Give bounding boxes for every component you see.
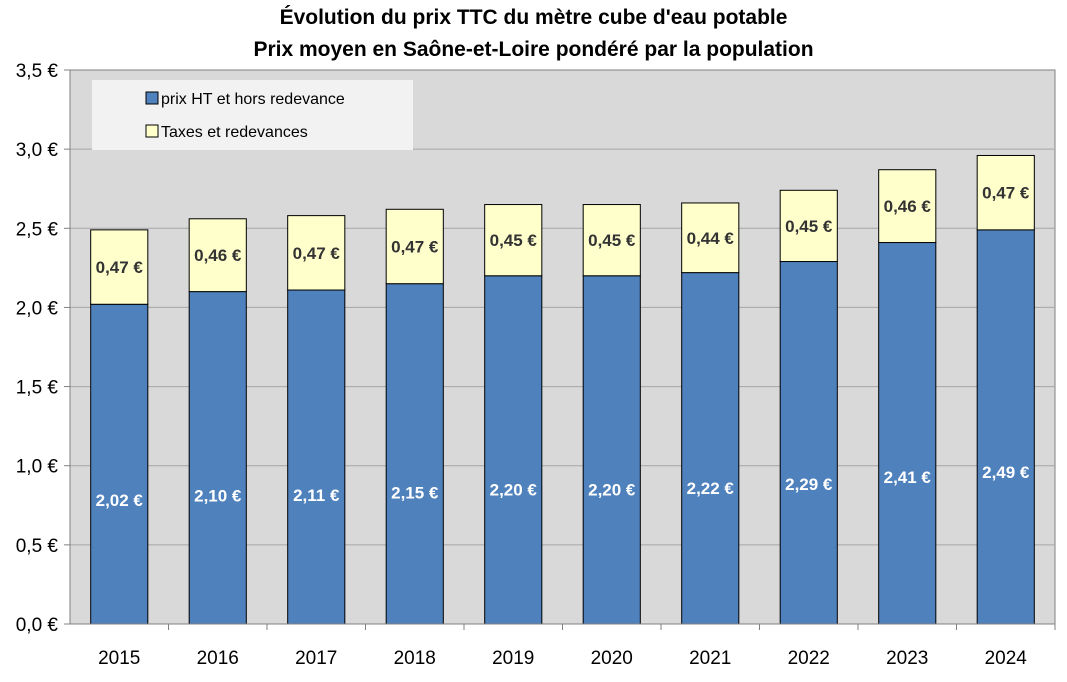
x-tick-label: 2022 bbox=[788, 648, 830, 669]
bar-segment-prix-ht bbox=[385, 283, 444, 625]
bar-segment-prix-ht bbox=[582, 275, 641, 625]
y-tick-label: 3,0 € bbox=[16, 140, 59, 161]
legend-label: Taxes et redevances bbox=[161, 124, 308, 141]
x-tick-label: 2016 bbox=[197, 648, 239, 669]
bar-segment-taxes bbox=[976, 154, 1035, 231]
legend: prix HT et hors redevance Taxes et redeva… bbox=[92, 80, 413, 150]
data-label: 0,47 € bbox=[982, 184, 1030, 203]
x-tick-label: 2019 bbox=[492, 648, 534, 669]
bar-segment-taxes bbox=[385, 208, 444, 285]
data-label: 0,47 € bbox=[391, 237, 439, 256]
legend-label: prix HT et hors redevance bbox=[161, 91, 345, 108]
data-label: 2,02 € bbox=[96, 491, 144, 510]
bar-segment-taxes bbox=[582, 204, 641, 277]
data-label: 0,45 € bbox=[785, 217, 833, 236]
x-tick-label: 2024 bbox=[985, 648, 1028, 669]
y-tick-label: 0,0 € bbox=[16, 615, 59, 636]
x-tick-label: 2021 bbox=[689, 648, 731, 669]
bar-segment-prix-ht bbox=[681, 272, 740, 625]
y-axis-ticks: 0,0 € 0,5 € 1,0 € 1,5 € 2,0 € 2,5 € 3,0 € 3,5 € bbox=[16, 61, 71, 636]
data-label: 2,29 € bbox=[785, 475, 833, 494]
bar-segment-taxes bbox=[188, 218, 247, 293]
bar-segment-prix-ht bbox=[287, 289, 346, 625]
y-tick-label: 0,5 € bbox=[16, 536, 59, 557]
data-label: 2,10 € bbox=[194, 486, 242, 505]
data-label: 2,22 € bbox=[687, 479, 735, 498]
legend-swatch bbox=[145, 124, 159, 138]
y-tick-label: 1,0 € bbox=[16, 457, 59, 478]
bar-segment-taxes bbox=[779, 189, 838, 263]
data-label: 0,44 € bbox=[687, 229, 735, 248]
chart-subtitle: Prix moyen en Saône-et-Loire pondéré par… bbox=[253, 38, 814, 61]
bar-segment-taxes bbox=[681, 202, 740, 274]
data-label: 2,20 € bbox=[588, 480, 636, 499]
x-tick-label: 2020 bbox=[591, 648, 633, 669]
data-label: 0,47 € bbox=[293, 244, 341, 263]
data-label: 0,47 € bbox=[96, 258, 144, 277]
data-label: 2,49 € bbox=[982, 463, 1030, 482]
bar-segment-prix-ht bbox=[976, 229, 1035, 625]
chart-title: Évolution du prix TTC du mètre cube d'ea… bbox=[279, 6, 788, 29]
x-axis-ticks: 2015 2016 2017 2018 2019 2020 2021 2022 2023 2024 bbox=[70, 623, 1056, 669]
x-tick-label: 2017 bbox=[295, 648, 337, 669]
data-label: 2,15 € bbox=[391, 483, 439, 502]
x-tick-label: 2015 bbox=[98, 648, 140, 669]
data-label: 0,46 € bbox=[884, 197, 932, 216]
y-tick-label: 1,5 € bbox=[16, 378, 59, 399]
y-tick-label: 2,0 € bbox=[16, 298, 59, 319]
bar-segment-prix-ht bbox=[878, 242, 937, 625]
data-label: 0,45 € bbox=[588, 231, 636, 250]
y-tick-label: 2,5 € bbox=[16, 219, 59, 240]
bars: 2,02 € 0,47 € 2,10 € 0,46 € 2,11 € 0,47 € 2,15… bbox=[90, 154, 1035, 625]
x-tick-label: 2023 bbox=[886, 648, 928, 669]
bar-segment-taxes bbox=[878, 169, 937, 244]
y-tick-label: 3,5 € bbox=[16, 61, 59, 82]
data-label: 0,45 € bbox=[490, 231, 538, 250]
data-label: 0,46 € bbox=[194, 246, 242, 265]
bar-segment-prix-ht bbox=[90, 303, 149, 625]
data-label: 2,20 € bbox=[490, 480, 538, 499]
bar-segment-prix-ht bbox=[484, 275, 543, 625]
legend-swatch bbox=[145, 91, 159, 105]
x-tick-label: 2018 bbox=[394, 648, 436, 669]
bar-segment-prix-ht bbox=[188, 291, 247, 625]
bar-segment-prix-ht bbox=[779, 261, 838, 625]
data-label: 2,41 € bbox=[884, 468, 932, 487]
bar-segment-taxes bbox=[484, 204, 543, 277]
bar-segment-taxes bbox=[90, 229, 149, 305]
bar-segment-taxes bbox=[287, 215, 346, 291]
data-label: 2,11 € bbox=[293, 486, 340, 505]
